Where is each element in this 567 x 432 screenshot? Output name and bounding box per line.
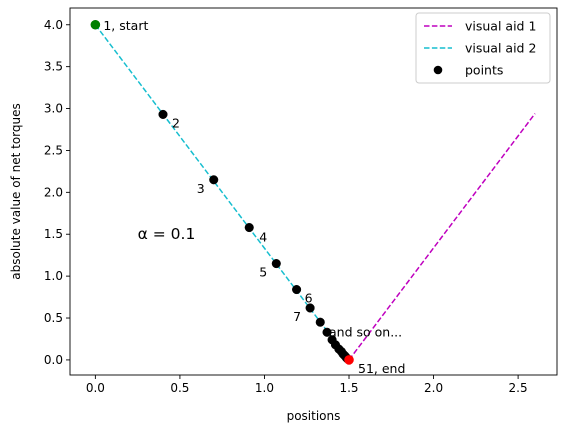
x-tick-label: 1.5	[339, 381, 358, 395]
y-tick-label: 1.5	[44, 227, 63, 241]
end-point	[344, 355, 354, 365]
x-tick-label: 0.0	[86, 381, 105, 395]
series-line-2	[94, 24, 350, 361]
data-point	[322, 327, 332, 337]
point-annotation: 1, start	[103, 18, 148, 33]
point-annotation: 5	[259, 265, 267, 280]
y-tick-label: 1.0	[44, 269, 63, 283]
legend-label-1: visual aid 1	[465, 19, 536, 34]
y-tick-label: 2.0	[44, 185, 63, 199]
plot-frame	[69, 7, 558, 376]
point-annotation: 3	[197, 181, 205, 196]
point-annotation: 51, end	[358, 361, 405, 376]
data-point	[305, 303, 315, 313]
y-axis-label: absolute value of net torques	[9, 103, 23, 280]
data-point	[315, 317, 325, 327]
x-tick-label: 1.0	[255, 381, 274, 395]
data-point	[209, 175, 219, 185]
point-annotation: and so on...	[329, 324, 402, 339]
legend-box	[415, 12, 551, 84]
axes-layer: 0.0 0.5 1.0 1.5 2.0 2.5 0.0 0.5 1.0 1.5 2.0 2.5 3.0 3…	[9, 7, 558, 423]
y-tick-label: 4.0	[44, 18, 63, 32]
y-tick-label: 2.5	[44, 143, 63, 157]
legend-label-2: visual aid 2	[465, 41, 536, 56]
y-tick-label: 3.5	[44, 60, 63, 74]
x-tick-label: 0.5	[170, 381, 189, 395]
y-tick-label: 0.5	[44, 311, 63, 325]
start-point	[90, 19, 101, 30]
y-tick-label: 3.0	[44, 102, 63, 116]
y-tick-label: 0.0	[44, 353, 63, 367]
point-annotation: 4	[259, 230, 267, 245]
point-annotation: 7	[293, 309, 301, 324]
legend-swatch-3	[433, 65, 443, 75]
plot-layer: 1, start 2 3 4 5 67 and so on... 51, end α = 0.1	[90, 18, 536, 376]
series-line-1	[348, 113, 536, 361]
legend-label-3: points	[465, 63, 503, 78]
point-annotation: 6	[305, 291, 313, 306]
x-tick-label: 2.5	[509, 381, 528, 395]
data-point	[292, 284, 302, 295]
data-point	[271, 259, 281, 269]
x-axis-label: positions	[287, 409, 341, 423]
data-point	[158, 109, 168, 119]
data-point	[244, 222, 254, 233]
legend: visual aid 1 visual aid 2 points	[415, 12, 551, 84]
point-annotation: 2	[172, 115, 180, 130]
alpha-label: α = 0.1	[138, 225, 196, 243]
x-tick-label: 2.0	[424, 381, 443, 395]
